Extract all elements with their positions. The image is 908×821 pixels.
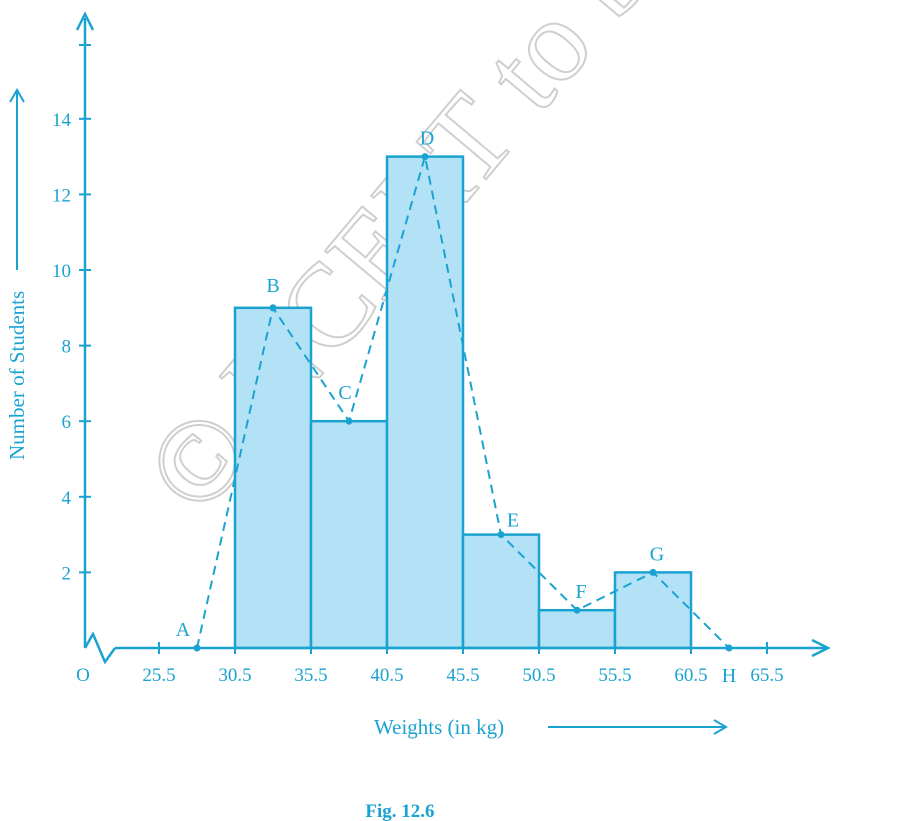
frequency-polygon: A B C D E F G H xyxy=(176,128,736,687)
y-axis-title-arrow xyxy=(9,88,25,270)
origin-label: O xyxy=(76,665,90,686)
polygon-label-b: B xyxy=(266,275,279,297)
y-tick-label-1: 2 xyxy=(62,563,72,584)
y-axis-title: Number of Students xyxy=(5,291,29,460)
ticks: O 25.5 30.5 35.5 40.5 45.5 50.5 55.5 60.5 65.5 2 4 6… xyxy=(52,110,784,686)
x-tick-label-6: 50.5 xyxy=(522,665,555,686)
x-tick-label-7: 55.5 xyxy=(598,665,631,686)
polygon-line xyxy=(196,156,730,649)
figure-caption: Fig. 12.6 xyxy=(365,801,434,821)
polygon-point-c xyxy=(345,417,353,425)
histogram-bar-5 xyxy=(537,608,617,650)
polygon-point-d xyxy=(421,153,429,161)
polygon-label-f: F xyxy=(575,581,586,603)
polygon-point-f xyxy=(573,606,581,614)
histogram-bar-4 xyxy=(461,533,541,650)
axes xyxy=(75,11,831,665)
x-axis-title-arrow xyxy=(548,719,728,735)
x-tick-label-4: 40.5 xyxy=(370,665,403,686)
x-tick-label-1: 25.5 xyxy=(142,665,175,686)
y-tick-label-3: 6 xyxy=(62,412,72,433)
y-tick-label-2: 4 xyxy=(62,488,72,509)
polygon-label-a: A xyxy=(176,619,191,641)
x-axis-break xyxy=(83,631,117,665)
y-tick-label-7: 14 xyxy=(52,110,72,131)
polygon-label-e: E xyxy=(507,510,519,532)
polygon-label-c: C xyxy=(338,382,351,404)
histogram-bar-3 xyxy=(385,155,465,650)
polygon-label-d: D xyxy=(420,128,434,150)
y-tick-label-6: 12 xyxy=(52,185,71,206)
polygon-point-b xyxy=(269,304,277,312)
x-tick-label-5: 45.5 xyxy=(446,665,479,686)
histogram-bar-1 xyxy=(233,306,313,650)
polygon-point-g xyxy=(649,568,657,576)
y-tick-label-5: 10 xyxy=(52,261,71,282)
histogram-bar-2 xyxy=(309,419,389,650)
x-axis-title: Weights (in kg) xyxy=(374,715,504,739)
y-axis-arrow xyxy=(75,11,95,31)
polygon-label-g: G xyxy=(650,543,664,565)
x-tick-label-8: 60.5 xyxy=(674,665,707,686)
x-tick-label-9: 65.5 xyxy=(750,665,783,686)
x-tick-label-3: 35.5 xyxy=(294,665,327,686)
x-axis-arrow xyxy=(811,638,831,658)
polygon-label-h: H xyxy=(722,665,736,687)
polygon-point-e xyxy=(497,531,505,539)
histogram-bars xyxy=(233,155,693,650)
y-tick-label-4: 8 xyxy=(62,337,72,358)
x-tick-label-2: 30.5 xyxy=(218,665,251,686)
histogram-bar-6 xyxy=(613,571,693,650)
